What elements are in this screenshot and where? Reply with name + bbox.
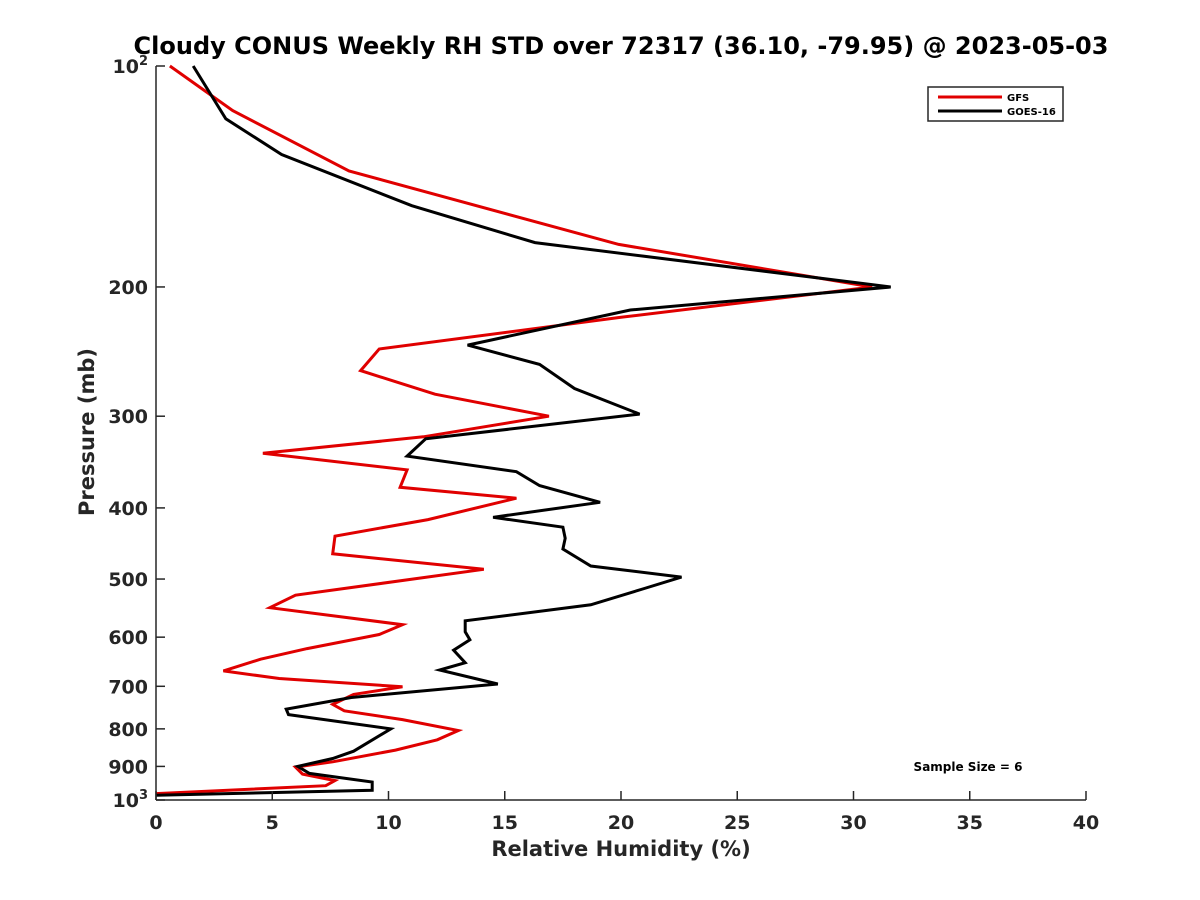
legend: GFS GOES-16 <box>927 86 1064 122</box>
y-tick-label: 300 <box>108 406 148 428</box>
x-tick-label: 20 <box>608 812 634 834</box>
x-tick-label: 0 <box>149 812 162 834</box>
sample-size-annotation: Sample Size = 6 <box>914 760 1023 774</box>
x-axis-label: Relative Humidity (%) <box>491 837 750 861</box>
legend-label: GOES-16 <box>1007 107 1056 118</box>
y-tick-label: 600 <box>108 627 148 649</box>
y-tick-label: 103 <box>113 788 149 812</box>
y-tick-label: 200 <box>108 277 148 299</box>
y-tick-label: 700 <box>108 676 148 698</box>
y-tick-label: 500 <box>108 569 148 591</box>
series-line-0 <box>155 64 873 796</box>
y-tick-label: 400 <box>108 498 148 520</box>
x-tick-label: 40 <box>1073 812 1099 834</box>
x-tick-label: 5 <box>266 812 279 834</box>
y-tick-label: 900 <box>108 756 148 778</box>
x-tick-label: 35 <box>957 812 983 834</box>
x-tick-label: 10 <box>375 812 401 834</box>
axes: 0 5 10 15 20 25 30 35 40 102 200 300 400 500 600 700 800… <box>108 54 1099 834</box>
y-axis-label: Pressure (mb) <box>75 348 99 516</box>
legend-box <box>927 86 1064 122</box>
series-line-1 <box>155 65 891 797</box>
y-tick-label: 102 <box>113 54 149 78</box>
x-tick-label: 30 <box>840 812 866 834</box>
x-tick-label: 15 <box>492 812 518 834</box>
y-tick-label: 800 <box>108 719 148 741</box>
legend-label: GFS <box>1007 93 1029 104</box>
x-tick-label: 25 <box>724 812 750 834</box>
chart-title: Cloudy CONUS Weekly RH STD over 72317 (3… <box>134 32 1109 60</box>
series-lines <box>155 64 891 797</box>
